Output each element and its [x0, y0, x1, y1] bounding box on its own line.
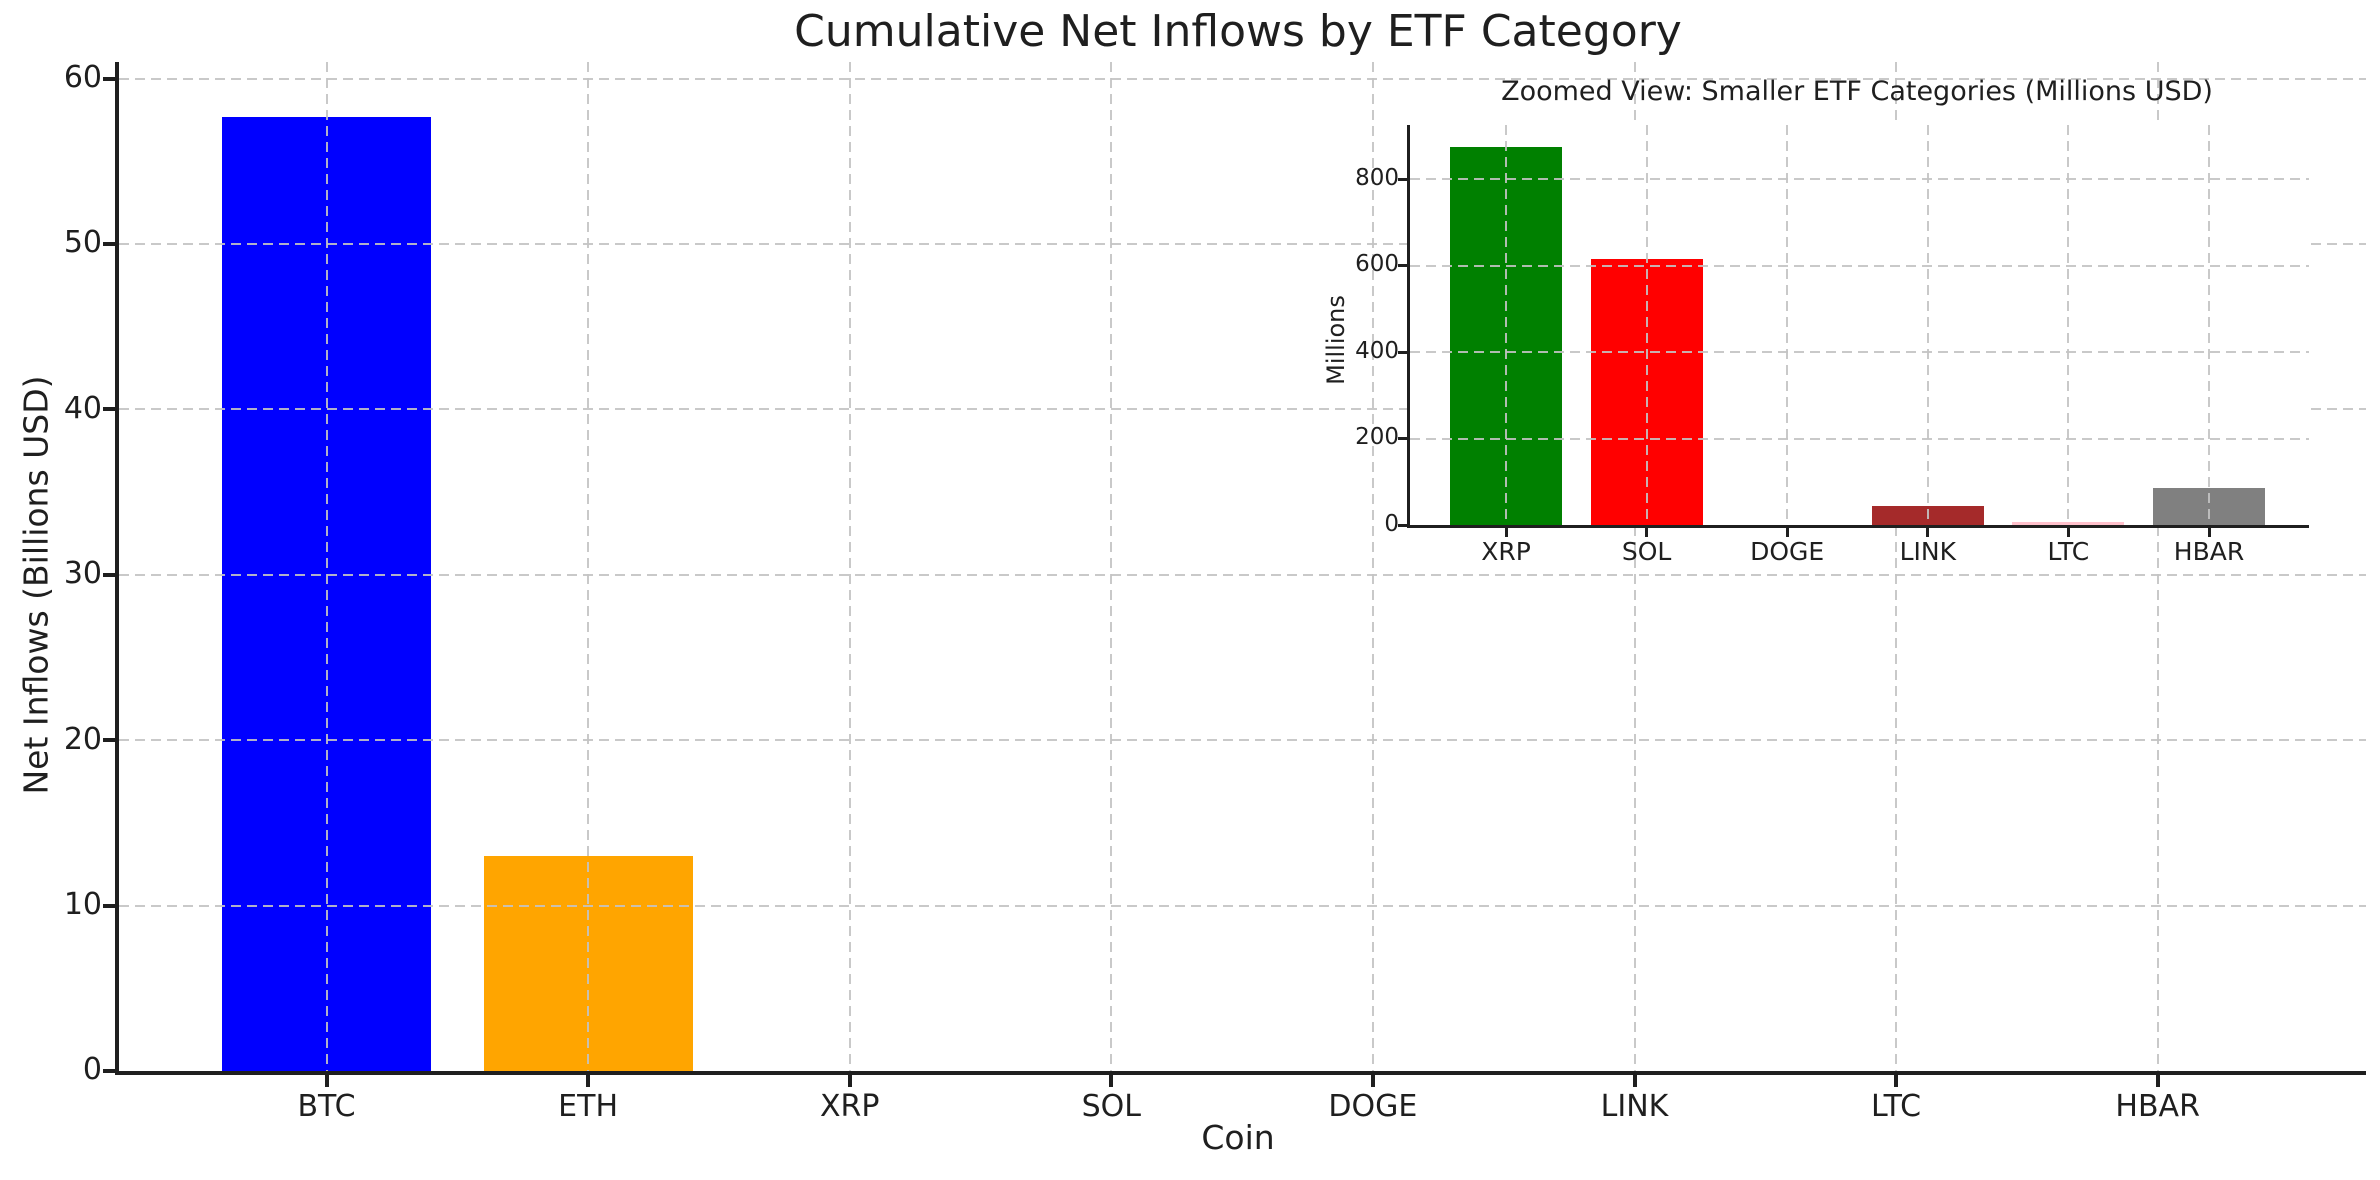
- x-tick-mark: [324, 1075, 329, 1087]
- x-gridline: [2067, 125, 2070, 525]
- y-tick-label: 40: [63, 390, 102, 426]
- y-tick-mark: [103, 738, 115, 743]
- y-tick-mark: [103, 572, 115, 577]
- y-tick-mark: [103, 241, 115, 246]
- y-tick-label: 20: [63, 721, 102, 757]
- x-tick-label: SOL: [1621, 537, 1672, 566]
- y-gridline: [119, 904, 2366, 907]
- x-gridline: [1786, 125, 1789, 525]
- x-tick-label: XRP: [1481, 537, 1531, 566]
- x-tick-mark: [2155, 1075, 2160, 1087]
- y-tick-label: 200: [1355, 424, 1399, 451]
- y-tick-label: 50: [63, 225, 102, 261]
- x-tick-label: HBAR: [2173, 537, 2245, 566]
- x-tick-label: SOL: [1081, 1089, 1141, 1124]
- y-tick-label: 60: [63, 59, 102, 95]
- x-gridline: [1633, 62, 1636, 1071]
- inset-plot-area: 0 200 400 600 800 XRP SOL DOGE LINK LTC HBAR: [1355, 125, 2309, 566]
- x-tick-mark: [1109, 1075, 1114, 1087]
- y-tick-mark: [103, 903, 115, 908]
- y-gridline: [1410, 178, 2309, 181]
- x-gridline: [1895, 62, 1898, 1071]
- x-tick-mark: [2066, 528, 2070, 537]
- y-gridline: [119, 739, 2366, 742]
- x-gridline: [325, 62, 328, 1071]
- x-tick-mark: [1370, 1075, 1375, 1087]
- y-tick-label: 0: [1384, 510, 1399, 537]
- y-gridline: [1410, 437, 2309, 440]
- x-gridline: [1371, 62, 1374, 1071]
- x-tick-label: XRP: [819, 1089, 880, 1124]
- y-tick-mark: [1398, 264, 1407, 268]
- x-tick-label: LINK: [1600, 1089, 1669, 1124]
- y-tick-mark: [103, 1069, 115, 1073]
- y-tick-label: 10: [63, 886, 102, 922]
- x-tick-mark: [2207, 528, 2211, 537]
- y-tick-mark: [103, 76, 115, 81]
- main-chart-title: Cumulative Net Inflows by ETF Category: [794, 6, 1682, 57]
- y-tick-mark: [1398, 523, 1407, 527]
- x-tick-label: DOGE: [1328, 1089, 1418, 1124]
- x-tick-mark: [1785, 528, 1789, 537]
- y-tick-label: 400: [1355, 337, 1399, 364]
- y-tick-mark: [1398, 437, 1407, 440]
- y-gridline: [119, 242, 2366, 245]
- x-gridline: [1110, 62, 1113, 1071]
- x-tick-label: LINK: [1899, 537, 1956, 566]
- x-gridline: [587, 62, 590, 1071]
- x-tick-mark: [586, 1075, 591, 1087]
- y-tick-mark: [1398, 177, 1407, 181]
- x-tick-label: ETH: [558, 1089, 619, 1124]
- main-x-axis-label: Coin: [1201, 1118, 1275, 1157]
- y-tick-label: 0: [82, 1052, 102, 1088]
- x-gridline: [2208, 125, 2210, 525]
- y-tick-mark: [1398, 350, 1407, 354]
- y-gridline: [1410, 351, 2309, 354]
- x-gridline: [1926, 125, 1929, 525]
- x-gridline: [848, 62, 851, 1071]
- main-plot-area: 0 10 20 30 40 50 60 BTC ETH XRP SOL DOGE LINK LTC HBAR: [64, 60, 2366, 1124]
- y-gridline: [119, 77, 2366, 80]
- y-gridline: [119, 408, 2366, 411]
- x-tick-label: HBAR: [2115, 1089, 2200, 1124]
- y-tick-label: 800: [1355, 164, 1399, 191]
- x-tick-label: DOGE: [1750, 537, 1825, 566]
- x-tick-mark: [1645, 528, 1649, 537]
- x-gridline: [1645, 125, 1648, 525]
- y-tick-label: 30: [63, 556, 102, 592]
- x-tick-mark: [1632, 1075, 1637, 1087]
- y-gridline: [119, 573, 2366, 576]
- x-tick-mark: [1894, 1075, 1899, 1087]
- inset-chart-title: Zoomed View: Smaller ETF Categories (Mil…: [1501, 76, 2213, 107]
- x-tick-mark: [1504, 528, 1508, 537]
- y-tick-mark: [103, 407, 115, 412]
- x-tick-label: LTC: [2047, 537, 2090, 566]
- x-tick-mark: [1926, 528, 1930, 537]
- x-tick-label: BTC: [297, 1089, 356, 1124]
- x-tick-label: LTC: [1871, 1089, 1922, 1124]
- x-gridline: [1505, 125, 1507, 525]
- y-tick-label: 600: [1355, 251, 1399, 278]
- x-tick-mark: [847, 1075, 852, 1087]
- y-gridline: [1410, 264, 2309, 267]
- x-gridline: [2156, 62, 2159, 1071]
